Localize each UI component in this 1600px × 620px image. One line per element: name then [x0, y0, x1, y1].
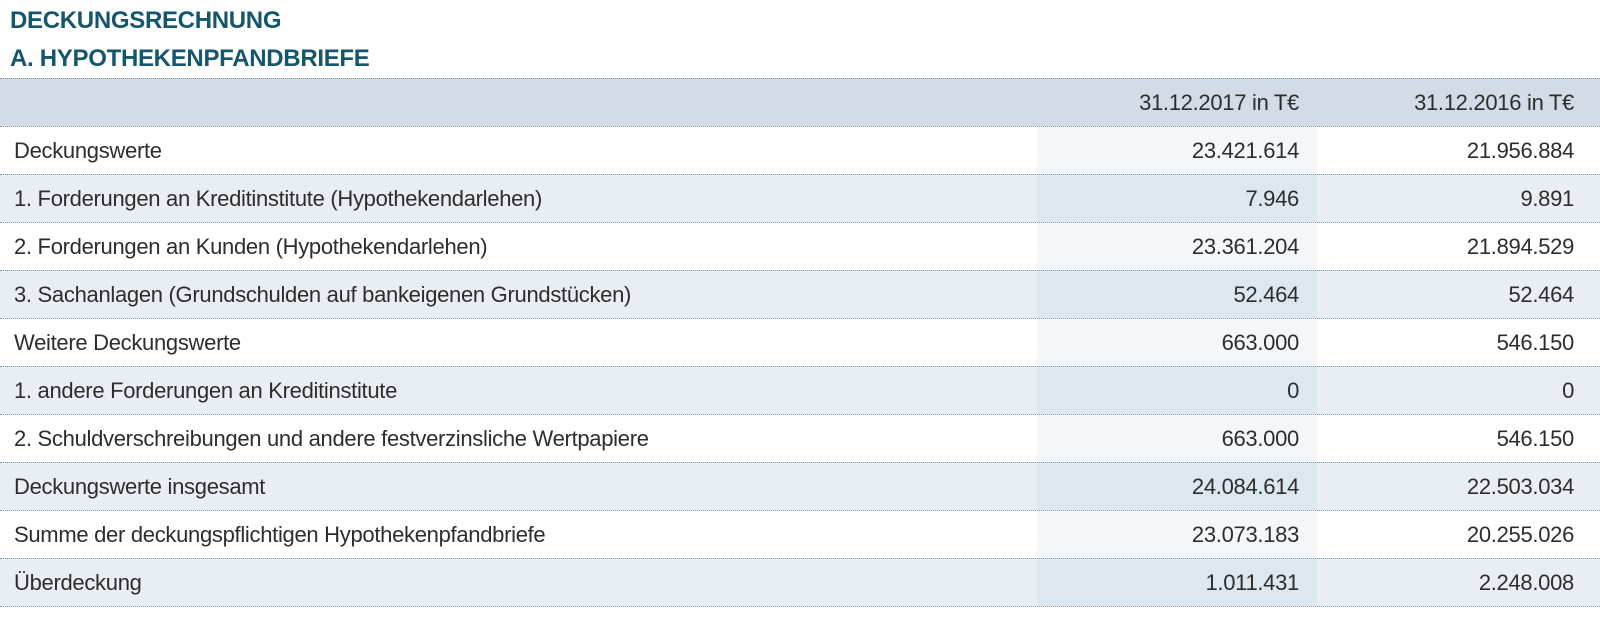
table-row: 2. Schuldverschreibungen und andere fest…	[0, 414, 1600, 462]
value-2016: 546.150	[1496, 329, 1575, 355]
value-2017: 24.084.614	[1037, 463, 1317, 510]
table-header-row: 31.12.2017 in T€ 31.12.2016 in T€	[0, 78, 1600, 126]
table-row: Überdeckung 1.011.431 2.248.008	[0, 558, 1600, 606]
report-titles: DECKUNGSRECHNUNG A. HYPOTHEKENPFANDBRIEF…	[0, 0, 1600, 78]
value-2017: 1.011.431	[1037, 559, 1317, 606]
page-title: DECKUNGSRECHNUNG	[10, 7, 282, 34]
value-2016: 21.894.529	[1466, 233, 1574, 259]
table-row: Summe der deckungspflichtigen Hypotheken…	[0, 510, 1600, 558]
table-row: Weitere Deckungswerte 663.000 546.150	[0, 318, 1600, 366]
value-2016: 2.248.008	[1478, 569, 1574, 595]
table-row: 1. Forderungen an Kreditinstitute (Hypot…	[0, 174, 1600, 222]
row-label: 1. Forderungen an Kreditinstitute (Hypot…	[14, 185, 543, 211]
header-col-2017: 31.12.2017 in T€	[1139, 89, 1299, 115]
value-2016: 22.503.034	[1466, 473, 1574, 499]
value-2017: 0	[1037, 367, 1317, 414]
table-body: Deckungswerte 23.421.614 21.956.884 1. Ford…	[0, 126, 1600, 606]
row-label: Überdeckung	[14, 569, 142, 595]
value-2016: 9.891	[1520, 185, 1574, 211]
value-2017: 663.000	[1037, 319, 1317, 366]
table-row: 2. Forderungen an Kunden (Hypothekendarl…	[0, 222, 1600, 270]
row-label: 2. Schuldverschreibungen und andere fest…	[14, 425, 649, 451]
value-2016: 546.150	[1496, 425, 1575, 451]
row-label: 1. andere Forderungen an Kreditinstitute	[14, 377, 398, 403]
value-2016: 21.956.884	[1466, 137, 1574, 163]
section-title: A. HYPOTHEKENPFANDBRIEFE	[10, 45, 370, 72]
row-label: 2. Forderungen an Kunden (Hypothekendarl…	[14, 233, 488, 259]
value-2016: 20.255.026	[1466, 521, 1574, 547]
row-label: Deckungswerte insgesamt	[14, 473, 266, 499]
value-2017: 7.946	[1037, 175, 1317, 222]
row-label: Weitere Deckungswerte	[14, 329, 241, 355]
table-row: 3. Sachanlagen (Grundschulden auf bankei…	[0, 270, 1600, 318]
table-row: Deckungswerte 23.421.614 21.956.884	[0, 126, 1600, 174]
value-2017: 23.073.183	[1037, 511, 1317, 558]
row-label: Summe der deckungspflichtigen Hypotheken…	[14, 521, 546, 547]
table-row: Deckungswerte insgesamt 24.084.614 22.503.…	[0, 462, 1600, 510]
deckungsrechnung-table: 31.12.2017 in T€ 31.12.2016 in T€ Deckun…	[0, 78, 1600, 607]
value-2017: 52.464	[1037, 271, 1317, 318]
header-col-2016: 31.12.2016 in T€	[1414, 89, 1574, 115]
value-2017: 23.361.204	[1037, 223, 1317, 270]
row-label: 3. Sachanlagen (Grundschulden auf bankei…	[14, 281, 632, 307]
header-label-cell	[0, 79, 1037, 126]
row-label: Deckungswerte	[14, 137, 162, 163]
value-2016: 52.464	[1508, 281, 1575, 307]
value-2017: 663.000	[1037, 415, 1317, 462]
value-2016: 0	[1562, 377, 1574, 403]
value-2017: 23.421.614	[1037, 127, 1317, 174]
table-row: 1. andere Forderungen an Kreditinstitute…	[0, 366, 1600, 414]
